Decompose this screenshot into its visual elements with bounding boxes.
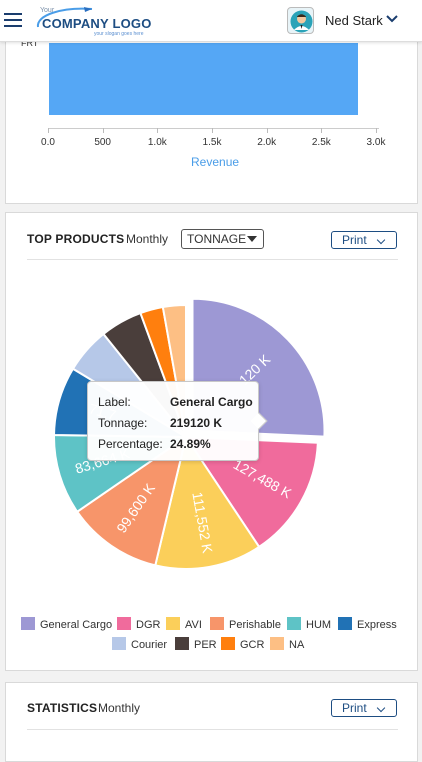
legend-label: HUM (306, 619, 332, 631)
legend-label: PER (194, 639, 217, 651)
x-axis-title: Revenue (191, 155, 240, 169)
menu-icon[interactable] (4, 13, 22, 27)
x-axis-tick-label: 3.0k (366, 137, 386, 148)
x-axis-tick (102, 128, 104, 133)
divider (27, 259, 398, 260)
period-label: Monthly (126, 232, 169, 246)
legend-swatch (166, 617, 180, 630)
pie-slice-perishable[interactable] (75, 434, 188, 567)
avatar[interactable] (287, 7, 314, 34)
legend-swatch (21, 617, 35, 630)
legend-label: Courier (131, 639, 168, 651)
tooltip-label-key: Label: (98, 395, 131, 409)
legend-item[interactable]: DGR (117, 617, 160, 633)
company-logo[interactable]: Your COMPANY LOGO your slogan goes here (32, 5, 154, 39)
metric-select[interactable]: TONNAGE (181, 229, 264, 249)
legend-item[interactable]: NA (270, 637, 304, 653)
legend-row: Courier PER GCR NA (6, 637, 419, 653)
legend-item[interactable]: PER (175, 637, 217, 653)
legend-row: General Cargo DGR AVI Perishable HUM Express (6, 617, 419, 633)
legend-label: Express (357, 619, 397, 631)
legend-label: GCR (240, 639, 265, 651)
metric-select-value: TONNAGE (187, 232, 247, 246)
legend-swatch (117, 617, 131, 630)
legend-item[interactable]: GCR (221, 637, 264, 653)
legend-label: General Cargo (40, 619, 113, 631)
bar-category-label: FRT (21, 38, 39, 48)
chevron-down-icon[interactable] (385, 12, 399, 26)
tooltip-percentage-key: Percentage: (98, 437, 163, 451)
pie-slice-avi[interactable] (154, 434, 261, 570)
legend-label: NA (289, 639, 305, 651)
x-axis-tick-label: 0.0 (41, 137, 55, 148)
logo-slogan: your slogan goes here (94, 31, 144, 37)
x-axis-tick (212, 128, 213, 133)
x-axis-tick (376, 128, 377, 133)
x-axis-tick (266, 128, 268, 133)
print-label: Print (342, 701, 367, 715)
revenue-card: FRT 0.0 500 1.0k 1.5k 2.0k 2.5k 3.0k Revenue (5, 30, 418, 204)
legend-swatch (221, 637, 235, 650)
legend-swatch (175, 637, 189, 650)
card-title: TOP PRODUCTS (27, 232, 125, 246)
top-products-card: TOP PRODUCTS Monthly TONNAGE Print 120 K… (5, 212, 418, 671)
chevron-down-icon (376, 703, 386, 713)
legend-swatch (112, 637, 126, 650)
tooltip-percentage-value: 24.89% (170, 437, 211, 451)
logo-swoosh-icon (36, 7, 93, 28)
caret-down-icon (247, 236, 257, 242)
revenue-bar[interactable] (49, 43, 359, 115)
x-axis-tick-label: 2.0k (257, 137, 277, 148)
legend-label: Perishable (229, 619, 281, 631)
x-axis-tick-label: 1.0k (147, 137, 167, 148)
legend-item[interactable]: Courier (112, 637, 167, 653)
x-axis-tick (48, 128, 49, 133)
card-title: STATISTICS (27, 701, 98, 715)
app-header: Your COMPANY LOGO your slogan goes here … (0, 0, 422, 42)
logo-prefix: Your (40, 7, 55, 14)
user-name[interactable]: Ned Stark (325, 13, 383, 28)
statistics-card: STATISTICS Monthly Print (5, 682, 418, 762)
user-avatar-icon (290, 10, 313, 33)
legend-item[interactable]: HUM (287, 617, 331, 633)
x-axis-tick (321, 128, 323, 133)
x-axis-tick-label: 1.5k (202, 137, 222, 148)
x-axis-tick-label: 500 (94, 137, 111, 148)
legend-label: AVI (185, 619, 202, 631)
legend-item[interactable]: Perishable (210, 617, 281, 633)
divider (27, 729, 398, 730)
x-axis-line (48, 128, 379, 129)
tooltip-tonnage-value: 219120 K (170, 416, 223, 430)
x-axis-tick-label: 2.5k (311, 137, 331, 148)
legend-swatch (287, 617, 301, 630)
legend-item[interactable]: General Cargo (21, 617, 112, 633)
legend-swatch (210, 617, 224, 630)
legend-swatch (270, 637, 284, 650)
logo-name: COMPANY LOGO (42, 16, 152, 31)
legend-item[interactable]: AVI (166, 617, 202, 633)
print-button[interactable]: Print (331, 699, 397, 717)
tooltip-tonnage-key: Tonnage: (98, 416, 148, 430)
print-label: Print (342, 233, 367, 247)
print-button[interactable]: Print (331, 231, 397, 249)
period-label: Monthly (98, 701, 141, 715)
legend-label: DGR (136, 619, 161, 631)
chart-tooltip: Label: General Cargo Tonnage: 219120 K P… (87, 381, 259, 461)
legend-swatch (338, 617, 352, 630)
x-axis-tick (157, 128, 159, 133)
pie-slice-dgr[interactable] (184, 435, 319, 549)
legend-item[interactable]: Express (338, 617, 397, 633)
tooltip-label-value: General Cargo (170, 395, 253, 409)
